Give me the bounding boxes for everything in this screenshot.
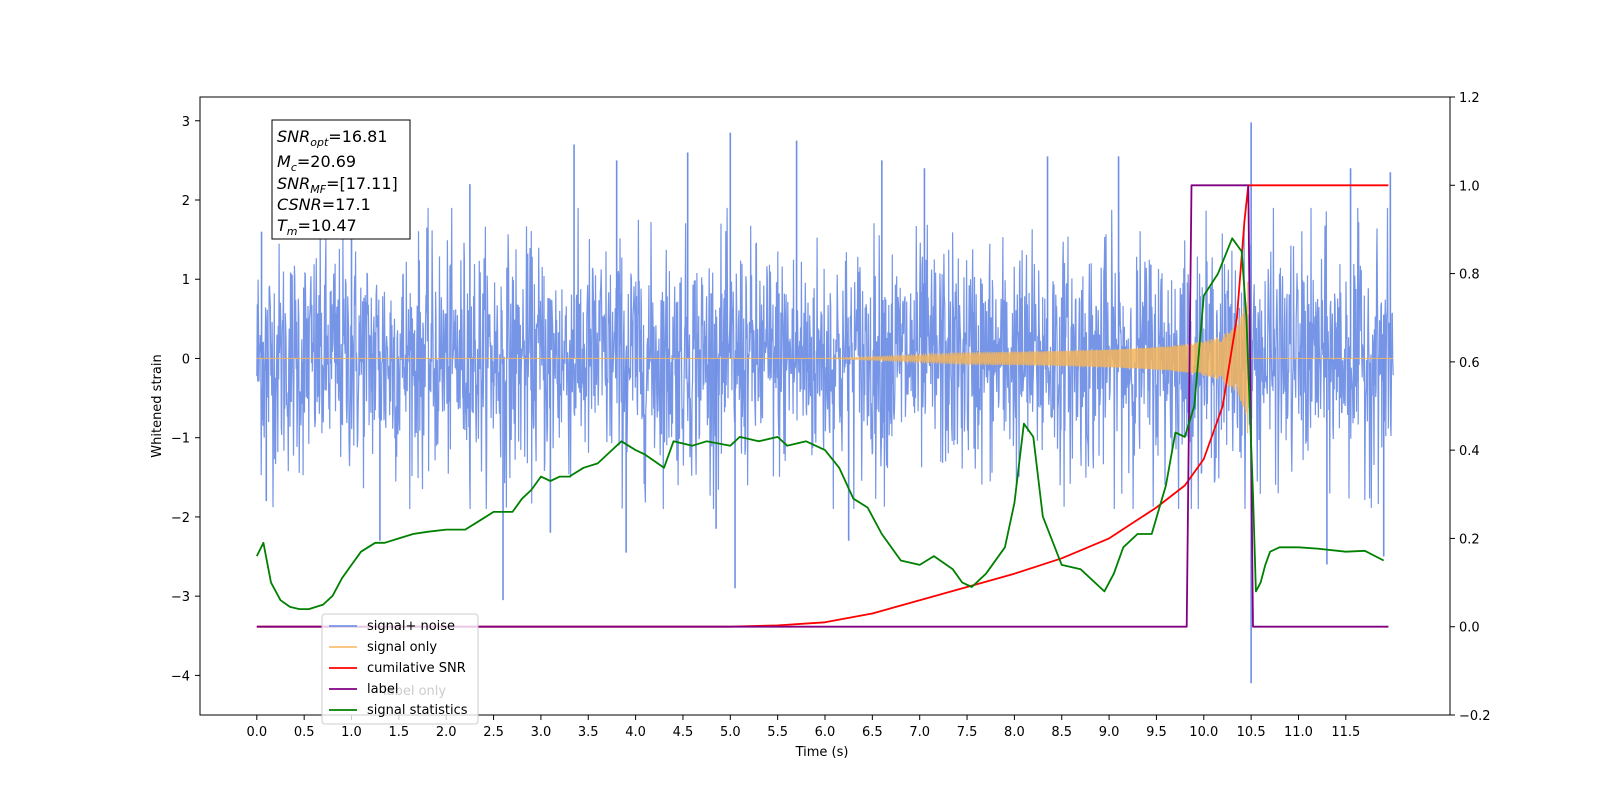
annotation-box: SNRopt=16.81Mc=20.69SNRMF=[17.11]CSNR=17… — [271, 119, 411, 240]
x-tick-label: 3.0 — [531, 725, 552, 740]
series-label — [256, 184, 1389, 628]
annotation-subscript: MF — [310, 183, 326, 196]
x-tick-label: 11.0 — [1284, 725, 1313, 740]
y-right-tick-label: 0.6 — [1459, 356, 1480, 371]
x-tick-label: 7.5 — [957, 725, 978, 740]
annotation-line: CSNR=17.1 — [277, 195, 371, 214]
x-tick-label: 4.0 — [625, 725, 646, 740]
x-tick-label: 11.5 — [1331, 725, 1360, 740]
legend: label only signal+ noise signal only cumil… — [321, 613, 479, 725]
annotation-value: =17.1 — [322, 195, 371, 214]
legend-label: signal statistics — [367, 703, 468, 718]
annotation-line: SNRopt=16.81 — [277, 127, 388, 149]
y-left-tick-label: 0 — [182, 352, 190, 367]
x-tick-label: 6.0 — [815, 725, 836, 740]
series-cumulative-snr — [256, 184, 1389, 628]
annotation-symbol: M — [277, 152, 291, 171]
annotation-symbol: SNR — [277, 127, 310, 146]
y-left-tick-label: 1 — [182, 273, 190, 288]
y-right-tick-label: 1.0 — [1459, 179, 1480, 194]
x-tick-label: 6.5 — [862, 725, 883, 740]
x-axis-label: Time (s) — [795, 745, 849, 760]
x-tick-label: 2.5 — [483, 725, 504, 740]
annotation-subscript: m — [287, 225, 298, 238]
legend-occluded-text: label only — [383, 684, 446, 699]
legend-label: label — [367, 682, 398, 697]
y-right-tick-label: 1.2 — [1459, 91, 1480, 106]
y-right-tick-label: −0.2 — [1459, 709, 1491, 724]
annotation-subscript: c — [291, 161, 297, 174]
annotation-line: SNRMF=[17.11] — [277, 174, 398, 196]
x-tick-label: 2.0 — [436, 725, 457, 740]
y-right-tick-label: 0.8 — [1459, 268, 1480, 283]
annotation-value: =16.81 — [328, 127, 387, 146]
series-signal-only — [256, 281, 1394, 434]
x-tick-label: 10.5 — [1237, 725, 1266, 740]
x-tick-label: 8.5 — [1051, 725, 1072, 740]
x-tick-label: 5.5 — [767, 725, 788, 740]
annotation-line: Mc=20.69 — [277, 152, 356, 174]
y-left-tick-label: −2 — [171, 511, 190, 526]
series-signal-statistics — [255, 237, 1385, 610]
legend-label: signal only — [367, 640, 437, 655]
y-right-tick-label: 0.0 — [1459, 621, 1480, 636]
annotation-symbol: CSNR — [277, 195, 322, 214]
annotation-subscript: opt — [310, 136, 329, 149]
x-axis: 0.0 0.5 1.0 1.5 2.0 2.5 3.0 3.5 4.0 4.5 5.0 5.5 6.0 6… — [246, 715, 1360, 740]
y-axis-right: 1.2 1.0 0.8 0.6 0.4 0.2 0.0 −0.2 — [1450, 91, 1491, 724]
x-tick-label: 4.5 — [673, 725, 694, 740]
x-tick-label: 0.5 — [294, 725, 315, 740]
y-axis-left: 3 2 1 0 −1 −2 −3 −4 — [171, 115, 200, 684]
y-left-tick-label: −1 — [171, 432, 190, 447]
x-tick-label: 9.5 — [1146, 725, 1167, 740]
series-signal-noise — [256, 207, 1394, 510]
annotation-symbol: SNR — [277, 174, 310, 193]
legend-label: signal+ noise — [367, 619, 455, 634]
y-axis-label: Whitened strain — [150, 354, 165, 457]
y-left-tick-label: −3 — [171, 590, 190, 605]
x-tick-label: 1.5 — [389, 725, 410, 740]
annotation-value: =20.69 — [297, 152, 356, 171]
annotation-symbol: T — [277, 216, 288, 235]
annotation-value: =[17.11] — [326, 174, 398, 193]
x-tick-label: 5.0 — [720, 725, 741, 740]
annotation-line: Tm=10.47 — [277, 216, 357, 238]
x-tick-label: 7.0 — [909, 725, 930, 740]
x-tick-label: 10.0 — [1189, 725, 1218, 740]
legend-label: cumilative SNR — [367, 661, 466, 676]
annotation-value: =10.47 — [298, 216, 357, 235]
y-right-tick-label: 0.4 — [1459, 444, 1480, 459]
x-tick-label: 3.5 — [578, 725, 599, 740]
y-right-tick-label: 0.2 — [1459, 532, 1480, 547]
x-tick-label: 0.0 — [246, 725, 267, 740]
x-tick-label: 1.0 — [341, 725, 362, 740]
x-tick-label: 8.0 — [1004, 725, 1025, 740]
y-left-tick-label: 2 — [182, 194, 190, 209]
y-left-tick-label: −4 — [171, 669, 190, 684]
x-tick-label: 9.0 — [1099, 725, 1120, 740]
y-left-tick-label: 3 — [182, 115, 190, 130]
plot-area — [255, 122, 1394, 684]
